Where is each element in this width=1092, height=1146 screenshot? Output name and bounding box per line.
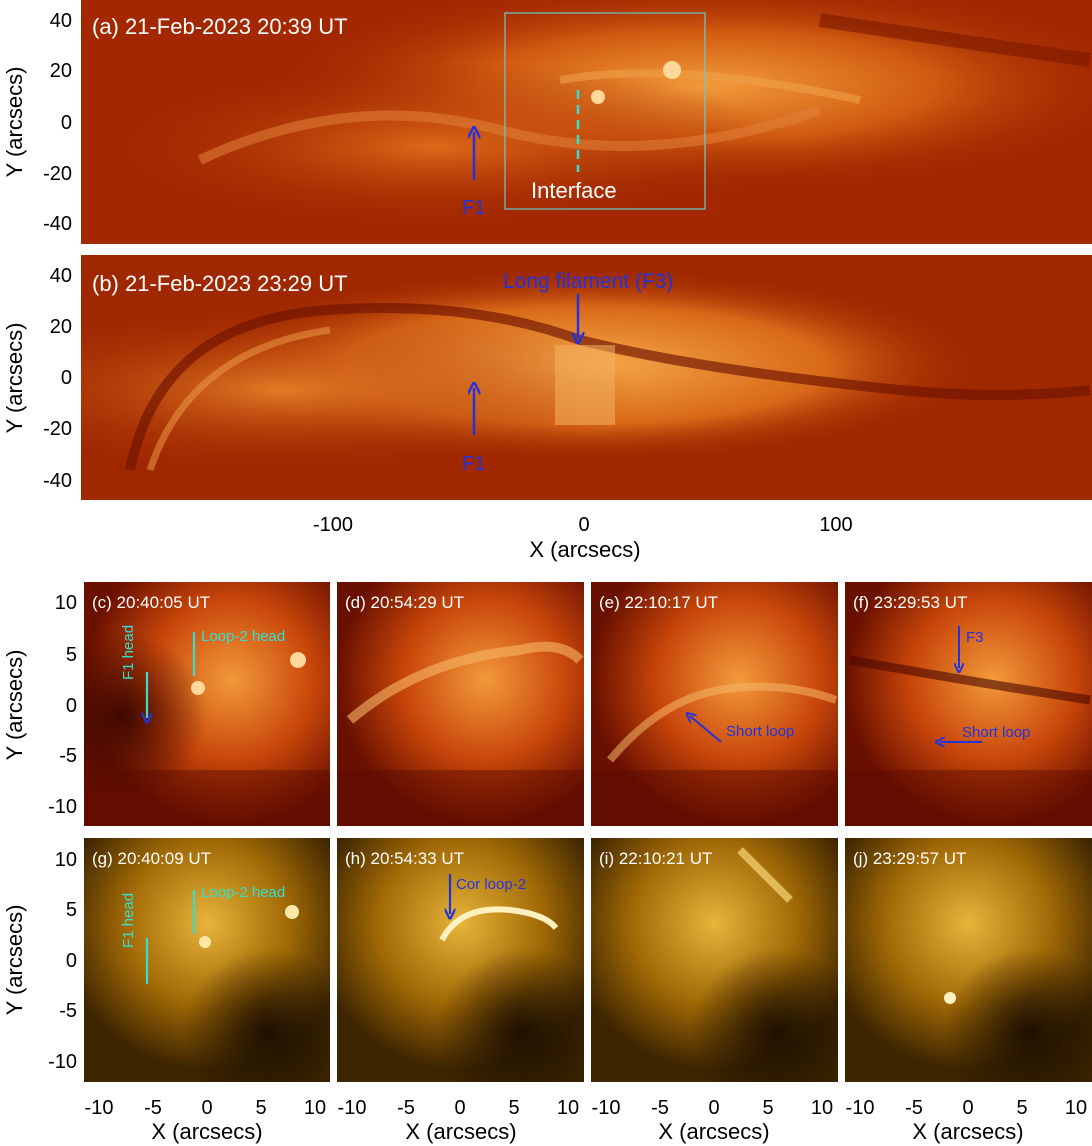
- xtick-col3-1: -5: [651, 1097, 669, 1119]
- xtick-col2-3: 5: [508, 1097, 519, 1119]
- panel-a-f1-label: F1: [462, 197, 485, 219]
- ytick-r1-m5: -5: [59, 745, 77, 767]
- e-short-loop-arrow: [690, 716, 722, 743]
- ytick-r2-5: 5: [66, 899, 77, 921]
- grid-ylabel-row2: Y (arcsecs): [2, 905, 27, 1016]
- grid-ylabel-row1: Y (arcsecs): [2, 650, 27, 761]
- panel-f-title: (f) 23:29:53 UT: [853, 593, 967, 612]
- xtick-col2-4: 10: [557, 1097, 579, 1119]
- ytick-r1-5: 5: [66, 644, 77, 666]
- g-f1-head-label: F1 head: [120, 893, 137, 948]
- ytick-r2-m5: -5: [59, 1000, 77, 1022]
- xtick-col1-2: 0: [201, 1097, 212, 1119]
- c-loop2-label: Loop-2 head: [201, 628, 285, 645]
- xtick-col1-3: 5: [255, 1097, 266, 1119]
- ytick-b-40: 40: [50, 265, 72, 287]
- ytick-r2-0: 0: [66, 950, 77, 972]
- panel-d-title: (d) 20:54:29 UT: [345, 593, 464, 612]
- panel-e: (e) 22:10:17 UT Short loop: [591, 582, 838, 826]
- f-short-loop-label: Short loop: [962, 724, 1030, 741]
- top-ylabel-a: Y (arcsecs): [2, 67, 27, 178]
- xtick-col4-3: 5: [1016, 1097, 1027, 1119]
- ytick-r1-10: 10: [55, 592, 77, 614]
- top-axes: Y (arcsecs) Y (arcsecs) 40 20 0 -20 -40 …: [2, 10, 853, 562]
- panel-i-title: (i) 22:10:21 UT: [599, 849, 712, 868]
- grid-xlabel-3: X (arcsecs): [658, 1119, 769, 1144]
- panel-f-image: [845, 582, 1092, 826]
- ytick-a-40: 40: [50, 10, 72, 32]
- panel-b: (b) 21-Feb-2023 23:29 UT Long filament (…: [81, 255, 1092, 500]
- ytick-a-0: 0: [61, 112, 72, 134]
- panel-b-f1-label: F1: [462, 453, 485, 475]
- interface-box: [504, 12, 706, 210]
- panel-c: (c) 20:40:05 UT Loop-2 head F1 head: [84, 582, 330, 826]
- panel-a: (a) 21-Feb-2023 20:39 UT F1 Interface: [81, 0, 1092, 244]
- ytick-a-20: 20: [50, 60, 72, 82]
- ytick-r2-m10: -10: [48, 1051, 77, 1073]
- panel-f: (f) 23:29:53 UT F3 Short loop: [845, 582, 1092, 826]
- xtick-top-m100: -100: [313, 514, 353, 536]
- xtick-col1-4: 10: [304, 1097, 326, 1119]
- xtick-col3-0: -10: [592, 1097, 621, 1119]
- long-filament-label: Long filament (F3): [503, 270, 673, 293]
- panel-d: (d) 20:54:29 UT: [337, 582, 584, 826]
- g-loop2-label: Loop-2 head: [201, 884, 285, 901]
- panel-a-title: (a) 21-Feb-2023 20:39 UT: [92, 14, 348, 39]
- panel-g-title: (g) 20:40:09 UT: [92, 849, 211, 868]
- xtick-col1-1: -5: [144, 1097, 162, 1119]
- panel-i: (i) 22:10:21 UT: [591, 838, 838, 1082]
- ytick-b-m20: -20: [43, 418, 72, 440]
- c-f1-head-label: F1 head: [120, 625, 137, 680]
- grid-axes: Y (arcsecs) Y (arcsecs) 10 5 0 -5 -10 10…: [2, 592, 1087, 1144]
- panel-g: (g) 20:40:09 UT Loop-2 head F1 head: [84, 838, 330, 1082]
- xtick-col2-2: 0: [454, 1097, 465, 1119]
- ytick-b-0: 0: [61, 367, 72, 389]
- xtick-col4-4: 10: [1065, 1097, 1087, 1119]
- ytick-r2-10: 10: [55, 849, 77, 871]
- ytick-r1-m10: -10: [48, 796, 77, 818]
- grid-xlabel-2: X (arcsecs): [405, 1119, 516, 1144]
- ytick-a-m20: -20: [43, 163, 72, 185]
- cor-loop-2: [439, 906, 559, 942]
- xtick-col3-3: 5: [762, 1097, 773, 1119]
- h-cor-loop-label: Cor loop-2: [456, 876, 526, 893]
- interface-label: Interface: [531, 178, 617, 203]
- xtick-col2-0: -10: [338, 1097, 367, 1119]
- panel-h: (h) 20:54:33 UT Cor loop-2: [337, 838, 584, 1082]
- panel-e-image: [591, 582, 838, 826]
- ytick-r1-0: 0: [66, 695, 77, 717]
- panel-h-title: (h) 20:54:33 UT: [345, 849, 464, 868]
- xtick-col3-4: 10: [811, 1097, 833, 1119]
- panel-j: (j) 23:29:57 UT: [845, 838, 1092, 1082]
- panel-b-title: (b) 21-Feb-2023 23:29 UT: [92, 271, 348, 296]
- panel-j-title: (j) 23:29:57 UT: [853, 849, 966, 868]
- ytick-a-m40: -40: [43, 213, 72, 235]
- xtick-col4-2: 0: [962, 1097, 973, 1119]
- xtick-col3-2: 0: [708, 1097, 719, 1119]
- e-short-loop-label: Short loop: [726, 723, 794, 740]
- ytick-b-20: 20: [50, 316, 72, 338]
- grid-xlabel-4: X (arcsecs): [912, 1119, 1023, 1144]
- top-xlabel: X (arcsecs): [529, 537, 640, 562]
- xtick-col4-0: -10: [846, 1097, 875, 1119]
- xtick-top-0: 0: [578, 514, 589, 536]
- xtick-top-100: 100: [819, 514, 852, 536]
- grid-xlabel-1: X (arcsecs): [151, 1119, 262, 1144]
- ytick-b-m40: -40: [43, 470, 72, 492]
- top-ylabel-b: Y (arcsecs): [2, 323, 27, 434]
- xtick-col2-1: -5: [397, 1097, 415, 1119]
- xtick-col1-0: -10: [85, 1097, 114, 1119]
- panel-c-title: (c) 20:40:05 UT: [92, 593, 210, 612]
- xtick-col4-1: -5: [905, 1097, 923, 1119]
- panel-e-title: (e) 22:10:17 UT: [599, 593, 718, 612]
- f-f3-label: F3: [966, 629, 984, 646]
